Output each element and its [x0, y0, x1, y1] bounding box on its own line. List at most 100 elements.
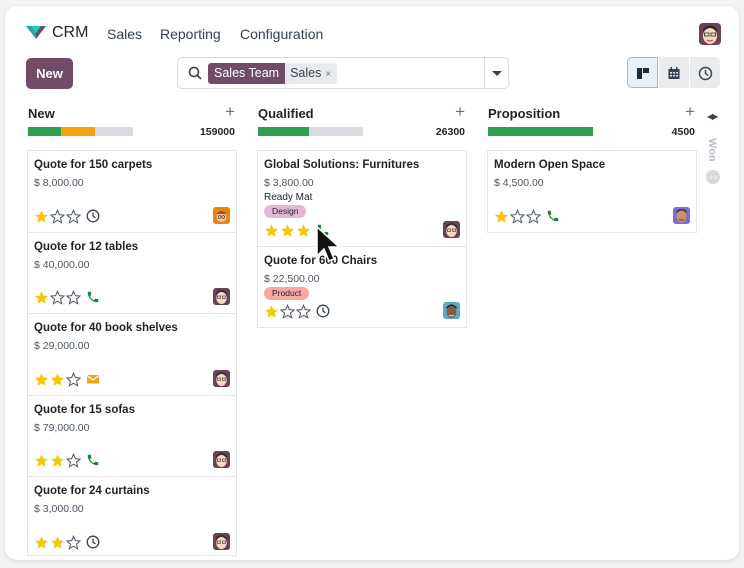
folded-column-title[interactable]: Won — [706, 138, 718, 162]
star-empty-icon[interactable] — [50, 208, 65, 224]
tag-design[interactable]: Design — [264, 205, 307, 218]
kanban-view-button[interactable] — [627, 57, 658, 88]
expand-columns-icon[interactable]: ◀▶ — [707, 112, 718, 121]
search-bar[interactable]: Sales Team Sales × — [177, 57, 509, 89]
search-input[interactable] — [338, 62, 478, 84]
menu-sales[interactable]: Sales — [107, 26, 143, 42]
column-progress-bar[interactable] — [258, 127, 363, 136]
kanban-card[interactable]: Quote for 150 carpets $ 8,000.00 — [28, 151, 236, 233]
star-empty-icon[interactable] — [66, 208, 81, 224]
kanban-icon — [637, 68, 649, 79]
envelope-icon[interactable] — [86, 372, 100, 386]
menu-configuration[interactable]: Configuration — [240, 26, 324, 42]
facet-label: Sales Team — [208, 63, 286, 84]
new-button[interactable]: New — [26, 58, 73, 89]
card-title: Modern Open Space — [494, 159, 606, 171]
phone-icon[interactable] — [86, 290, 100, 304]
phone-icon[interactable] — [316, 223, 330, 237]
star-filled-icon[interactable] — [34, 209, 49, 224]
star-filled-icon[interactable] — [494, 209, 509, 224]
add-card-icon[interactable]: + — [225, 102, 235, 121]
kanban-card[interactable]: Global Solutions: Furnitures $ 3,800.00 … — [258, 151, 466, 247]
add-card-icon[interactable]: + — [455, 102, 465, 121]
kanban-card[interactable]: Modern Open Space $ 4,500.00 — [488, 151, 696, 232]
card-footer — [34, 534, 100, 550]
star-empty-icon[interactable] — [66, 371, 81, 387]
card-amount: $ 3,000.00 — [34, 503, 84, 515]
card-avatar[interactable] — [443, 302, 460, 319]
column-progress-bar[interactable] — [488, 127, 593, 136]
card-amount: $ 3,800.00 — [264, 177, 314, 189]
star-filled-icon[interactable] — [264, 223, 279, 238]
star-empty-icon[interactable] — [526, 208, 541, 224]
search-facet-sales-team: Sales Team Sales × — [208, 63, 338, 84]
add-card-icon[interactable]: + — [685, 102, 695, 121]
card-avatar[interactable] — [673, 207, 690, 224]
star-filled-icon[interactable] — [34, 372, 49, 387]
star-empty-icon[interactable] — [66, 452, 81, 468]
kanban-card[interactable]: Quote for 15 sofas $ 79,000.00 — [28, 396, 236, 477]
clock-icon[interactable] — [86, 535, 100, 549]
card-amount: $ 4,500.00 — [494, 177, 544, 189]
card-avatar[interactable] — [443, 221, 460, 238]
crm-logo-icon[interactable] — [26, 26, 46, 40]
app-name[interactable]: CRM — [52, 24, 89, 41]
star-filled-icon[interactable] — [34, 535, 49, 550]
progress-segment-green[interactable] — [488, 127, 593, 136]
facet-remove-icon[interactable]: × — [325, 69, 332, 80]
clock-icon[interactable] — [316, 304, 330, 318]
view-switcher — [627, 57, 720, 88]
kanban-card[interactable]: Quote for 40 book shelves $ 29,000.00 — [28, 314, 236, 396]
card-footer — [34, 371, 100, 387]
star-filled-icon[interactable] — [34, 290, 49, 305]
card-amount: $ 22,500.00 — [264, 273, 320, 285]
card-avatar[interactable] — [213, 288, 230, 305]
card-avatar[interactable] — [213, 451, 230, 468]
column-progress-bar[interactable] — [28, 127, 133, 136]
column-title: New — [28, 106, 55, 121]
star-filled-icon[interactable] — [264, 304, 279, 319]
card-footer — [264, 222, 330, 238]
progress-segment-green[interactable] — [258, 127, 310, 136]
card-amount: $ 8,000.00 — [34, 177, 84, 189]
activity-view-button[interactable] — [689, 57, 720, 88]
menu-reporting[interactable]: Reporting — [160, 26, 221, 42]
phone-icon[interactable] — [86, 453, 100, 467]
phone-icon[interactable] — [546, 209, 560, 223]
calendar-view-button[interactable] — [658, 57, 689, 88]
star-empty-icon[interactable] — [50, 289, 65, 305]
calendar-icon — [668, 67, 680, 79]
star-filled-icon[interactable] — [50, 453, 65, 468]
card-title: Quote for 600 Chairs — [264, 255, 378, 267]
star-empty-icon[interactable] — [66, 534, 81, 550]
kanban-column-proposition: Proposition + 4500 Modern Open Space $ 4… — [487, 102, 697, 233]
column-total: 4500 — [671, 126, 695, 138]
search-options-toggle[interactable] — [484, 58, 508, 88]
card-avatar[interactable] — [213, 370, 230, 387]
card-avatar[interactable] — [213, 533, 230, 550]
card-list: Quote for 150 carpets $ 8,000.00 Quote f… — [27, 150, 237, 556]
folded-column-won[interactable]: ◀▶ Won 2 — [703, 102, 727, 202]
kanban-card[interactable]: Quote for 12 tables $ 40,000.00 — [28, 233, 236, 314]
star-filled-icon[interactable] — [50, 372, 65, 387]
kanban-card[interactable]: Quote for 600 Chairs $ 22,500.00 Product — [258, 247, 466, 327]
progress-segment-orange[interactable] — [60, 127, 96, 136]
progress-segment-green[interactable] — [28, 127, 61, 136]
user-avatar[interactable] — [699, 23, 721, 45]
star-empty-icon[interactable] — [510, 208, 525, 224]
star-empty-icon[interactable] — [66, 289, 81, 305]
star-filled-icon[interactable] — [34, 453, 49, 468]
clock-icon[interactable] — [86, 209, 100, 223]
column-title: Qualified — [258, 106, 314, 121]
kanban-column-qualified: Qualified + 26300 Global Solutions: Furn… — [257, 102, 467, 328]
tag-product[interactable]: Product — [264, 287, 310, 300]
star-filled-icon[interactable] — [50, 535, 65, 550]
star-filled-icon[interactable] — [296, 223, 311, 238]
card-avatar[interactable] — [213, 207, 230, 224]
star-empty-icon[interactable] — [296, 303, 311, 319]
kanban-card[interactable]: Quote for 24 curtains $ 3,000.00 — [28, 477, 236, 555]
star-empty-icon[interactable] — [280, 303, 295, 319]
star-filled-icon[interactable] — [280, 223, 295, 238]
card-footer — [34, 208, 100, 224]
card-list: Global Solutions: Furnitures $ 3,800.00 … — [257, 150, 467, 328]
